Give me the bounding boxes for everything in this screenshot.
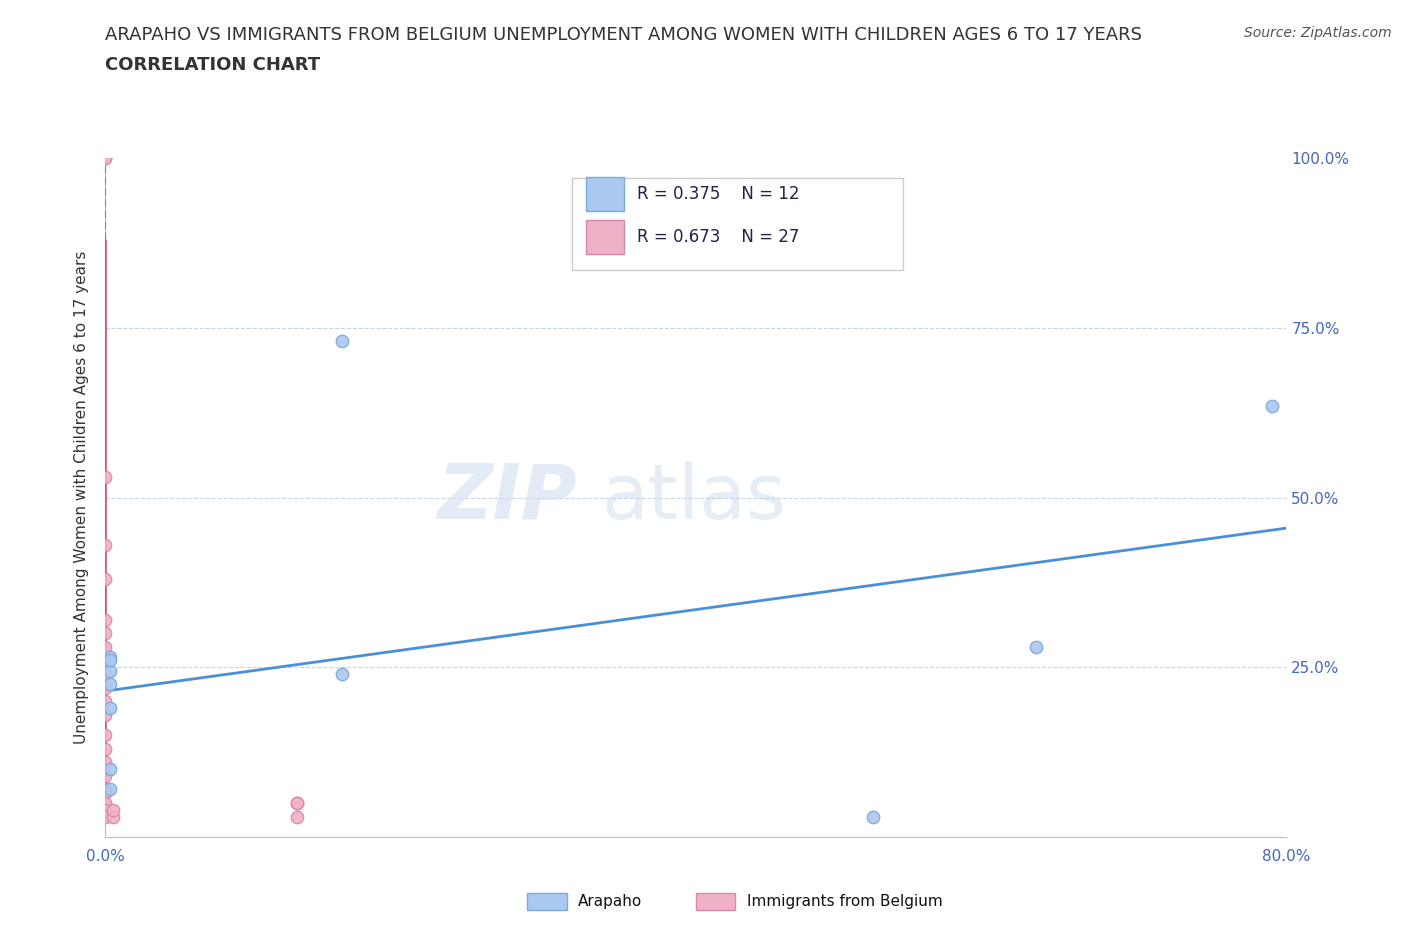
Point [94,741,117,756]
Point [94,782,117,797]
Point [1260,398,1282,413]
Point [94,151,117,166]
Text: atlas: atlas [602,460,786,535]
Point [98,650,121,665]
Text: ARAPAHO VS IMMIGRANTS FROM BELGIUM UNEMPLOYMENT AMONG WOMEN WITH CHILDREN AGES 6: ARAPAHO VS IMMIGRANTS FROM BELGIUM UNEMP… [105,26,1143,44]
Point [98,663,121,678]
Point [862,809,884,824]
Point [101,803,124,817]
Point [287,796,309,811]
Point [94,796,117,811]
Point [94,768,117,783]
Point [98,700,121,715]
Point [94,572,117,587]
Text: R = 0.673    N = 27: R = 0.673 N = 27 [637,228,799,246]
Point [94,612,117,627]
Point [94,694,117,709]
Text: Source: ZipAtlas.com: Source: ZipAtlas.com [1244,26,1392,40]
Point [94,538,117,552]
Point [94,755,117,770]
FancyBboxPatch shape [586,219,624,254]
Point [98,653,121,668]
Point [94,626,117,641]
FancyBboxPatch shape [572,179,903,270]
Point [98,762,121,777]
Point [94,653,117,668]
Text: ZIP: ZIP [439,460,578,535]
Point [98,782,121,797]
Point [94,809,117,824]
FancyBboxPatch shape [586,177,624,210]
Point [94,803,117,817]
Point [330,334,353,349]
Point [94,667,117,682]
Point [94,708,117,723]
Y-axis label: Unemployment Among Women with Children Ages 6 to 17 years: Unemployment Among Women with Children A… [75,251,90,744]
Point [287,809,309,824]
Point [101,809,124,824]
Point [94,727,117,742]
Point [94,786,117,801]
Point [94,640,117,655]
Point [98,677,121,692]
Text: Immigrants from Belgium: Immigrants from Belgium [747,894,942,909]
Point [330,667,353,682]
Point [1024,640,1046,655]
Point [94,470,117,485]
Text: R = 0.375    N = 12: R = 0.375 N = 12 [637,184,800,203]
Point [94,151,117,166]
Point [94,680,117,695]
Text: CORRELATION CHART: CORRELATION CHART [105,56,321,73]
Point [287,796,309,811]
Text: Arapaho: Arapaho [578,894,643,909]
